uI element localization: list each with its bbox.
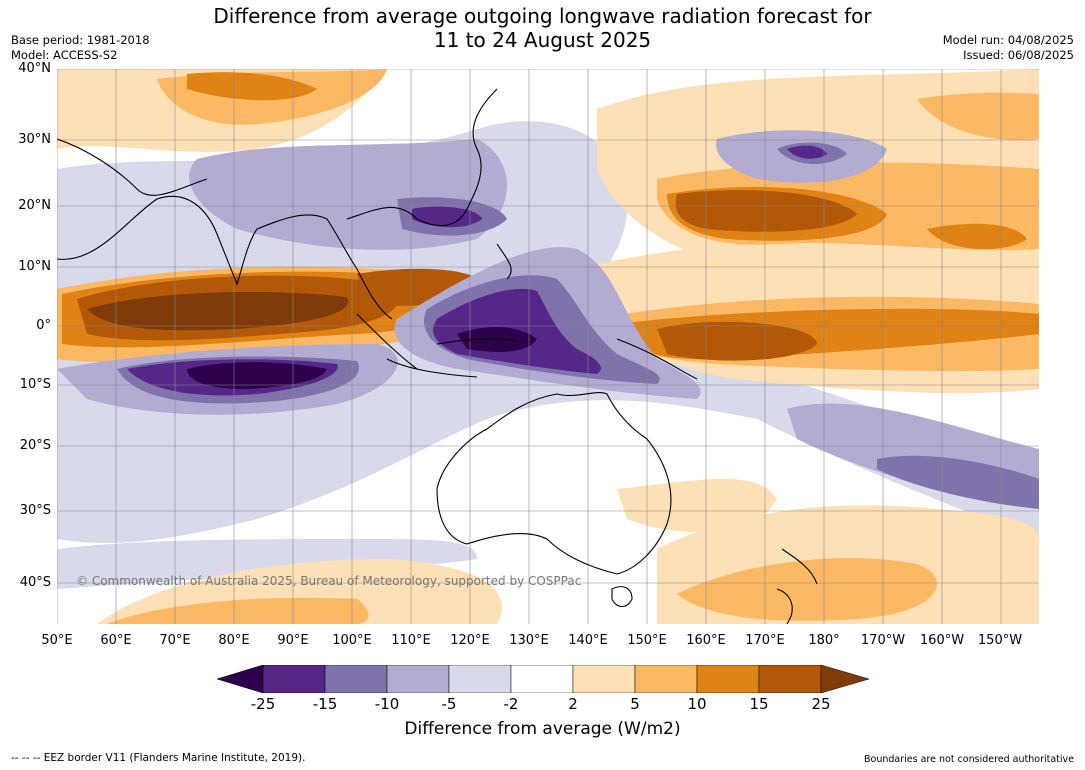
colorbar-tick-5: 2 [568, 695, 578, 713]
meta-right: Model run: 04/08/2025 Issued: 06/08/2025 [943, 33, 1074, 63]
lon-label-140e: 140°E [568, 633, 608, 648]
colorbar-tick-1: -15 [312, 695, 338, 713]
lon-label-150e: 150°E [627, 633, 667, 648]
coastlines [57, 88, 818, 624]
lat-label-40n: 40°N [18, 61, 51, 76]
map-canvas [57, 69, 1039, 624]
colorbar-segment-1 [262, 665, 326, 693]
colorbar [217, 665, 869, 693]
lat-label-10s: 10°S [19, 377, 51, 392]
model-run: Model run: 04/08/2025 [942, 33, 1074, 47]
graticule [57, 69, 1039, 624]
title-line-1: Difference from average outgoing longwav… [213, 4, 872, 28]
lon-label-150w: 150°W [977, 633, 1023, 648]
lat-label-10n: 10°N [18, 259, 51, 274]
footer-eez-note: -- -- -- EEZ border V11 (Flanders Marine… [11, 752, 306, 764]
lon-label-170e: 170°E [745, 633, 785, 648]
colorbar-segment-2 [324, 665, 388, 693]
colorbar-tick-8: 15 [749, 695, 769, 713]
lon-label-50e: 50°E [41, 633, 73, 648]
issued-date: Issued: 06/08/2025 [963, 48, 1074, 62]
title-line-2: 11 to 24 August 2025 [433, 28, 652, 52]
lat-label-20s: 20°S [19, 438, 51, 453]
base-period: Base period: 1981-2018 [11, 33, 150, 47]
colorbar-segment-9 [758, 665, 822, 693]
lon-label-160e: 160°E [686, 633, 726, 648]
meta-left: Base period: 1981-2018 Model: ACCESS-S2 [11, 33, 150, 63]
lon-label-80e: 80°E [218, 633, 250, 648]
lat-label-0: 0° [36, 318, 51, 333]
lon-label-110e: 110°E [391, 633, 431, 648]
colorbar-tick-9: 25 [811, 695, 831, 713]
lon-label-160w: 160°W [919, 633, 965, 648]
anomaly-fields [57, 69, 1039, 624]
colorbar-tick-7: 10 [687, 695, 707, 713]
colorbar-segment-5 [510, 665, 574, 693]
model-name: Model: ACCESS-S2 [11, 48, 118, 62]
colorbar-segment-8 [696, 665, 760, 693]
lon-label-90e: 90°E [277, 633, 309, 648]
lon-label-100e: 100°E [332, 633, 372, 648]
colorbar-segment-7 [634, 665, 698, 693]
lat-label-30n: 30°N [18, 132, 51, 147]
colorbar-segment-3 [386, 665, 450, 693]
map-title: Difference from average outgoing longwav… [0, 4, 1085, 52]
olr-anomaly-map [57, 69, 1039, 624]
lon-label-170w: 170°W [860, 633, 906, 648]
lon-label-60e: 60°E [100, 633, 132, 648]
lon-label-70e: 70°E [159, 633, 191, 648]
lat-label-20n: 20°N [18, 198, 51, 213]
colorbar-tick-3: -5 [441, 695, 457, 713]
colorbar-segment-0 [217, 665, 264, 693]
lon-label-180: 180° [808, 633, 840, 648]
colorbar-tick-2: -10 [374, 695, 400, 713]
colorbar-tick-0: -25 [250, 695, 276, 713]
colorbar-label: Difference from average (W/m2) [404, 719, 681, 739]
lat-label-40s: 40°S [19, 575, 51, 590]
footer-boundaries-note: Boundaries are not considered authoritat… [864, 754, 1074, 765]
colorbar-segment-4 [448, 665, 512, 693]
colorbar-segment-6 [572, 665, 636, 693]
colorbar-tick-4: -2 [503, 695, 519, 713]
copyright-notice: © Commonwealth of Australia 2025, Bureau… [76, 574, 582, 588]
lat-label-30s: 30°S [19, 503, 51, 518]
lon-label-120e: 120°E [450, 633, 490, 648]
colorbar-tick-6: 5 [630, 695, 640, 713]
lon-label-130e: 130°E [509, 633, 549, 648]
colorbar-segment-10 [820, 665, 869, 693]
